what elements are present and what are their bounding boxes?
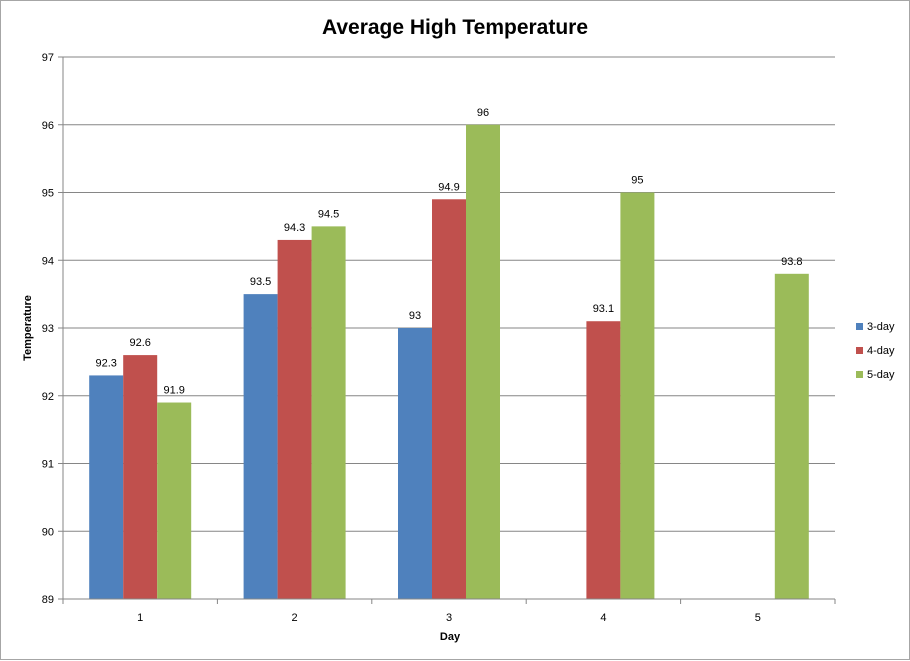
- x-tick-label: 5: [755, 612, 761, 624]
- data-label: 91.9: [163, 385, 184, 397]
- data-label: 94.9: [438, 181, 459, 193]
- legend-swatch-5-day: [856, 371, 863, 378]
- bar-5-day-3: [466, 124, 500, 599]
- axes: 89 90 91 92 93 94 95 96 97 1 2 3 4 5: [42, 52, 836, 624]
- bar-5-day-4: [620, 192, 655, 599]
- y-tick-label: 90: [42, 526, 54, 538]
- y-tick-label: 96: [42, 120, 54, 132]
- y-axis-title: Temperature: [22, 295, 34, 361]
- bar-5-day-2: [311, 226, 346, 599]
- y-tick-label: 91: [42, 459, 54, 471]
- x-tick-label: 1: [137, 612, 143, 624]
- data-label: 95: [631, 175, 643, 187]
- bar-4-day-2: [277, 239, 312, 600]
- bar-4-day-3: [432, 199, 466, 599]
- data-label: 94.3: [284, 222, 305, 234]
- data-label: 96: [477, 107, 489, 119]
- data-label: 92.3: [95, 357, 116, 369]
- data-label: 93.8: [781, 256, 802, 268]
- bar-3-day-2: [243, 294, 278, 599]
- bar-4-day-4: [586, 321, 621, 599]
- bar-3-day-3: [398, 328, 432, 599]
- y-tick-label: 95: [42, 188, 54, 200]
- data-label: 94.5: [318, 208, 339, 220]
- legend: 3-day 4-day 5-day: [856, 321, 895, 381]
- legend-label-3-day: 3-day: [867, 321, 895, 333]
- bar-3-day-1: [89, 375, 124, 599]
- data-labels: 92.3 93.5 93 92.6 94.3 94.9 93.1 91.9 94.5 96 95 93…: [95, 107, 802, 397]
- y-tick-label: 97: [42, 52, 54, 64]
- bars: [89, 124, 809, 600]
- y-tick-label: 92: [42, 391, 54, 403]
- y-tick-label: 89: [42, 594, 54, 606]
- data-label: 93.1: [593, 303, 614, 315]
- data-label: 93.5: [250, 276, 271, 288]
- legend-swatch-3-day: [856, 323, 863, 330]
- legend-label-4-day: 4-day: [867, 345, 895, 357]
- bar-5-day-1: [157, 402, 192, 599]
- x-tick-label: 2: [292, 612, 298, 624]
- legend-label-5-day: 5-day: [867, 369, 895, 381]
- x-tick-label: 3: [446, 612, 452, 624]
- data-label: 92.6: [129, 337, 150, 349]
- y-tick-label: 93: [42, 323, 54, 335]
- x-axis-title: Day: [440, 631, 461, 643]
- bar-4-day-1: [123, 355, 158, 599]
- x-tick-label: 4: [600, 612, 606, 624]
- legend-swatch-4-day: [856, 347, 863, 354]
- chart-title: Average High Temperature: [322, 16, 588, 39]
- data-label: 93: [409, 310, 421, 322]
- y-tick-label: 94: [42, 255, 54, 267]
- bar-5-day-5: [774, 273, 809, 599]
